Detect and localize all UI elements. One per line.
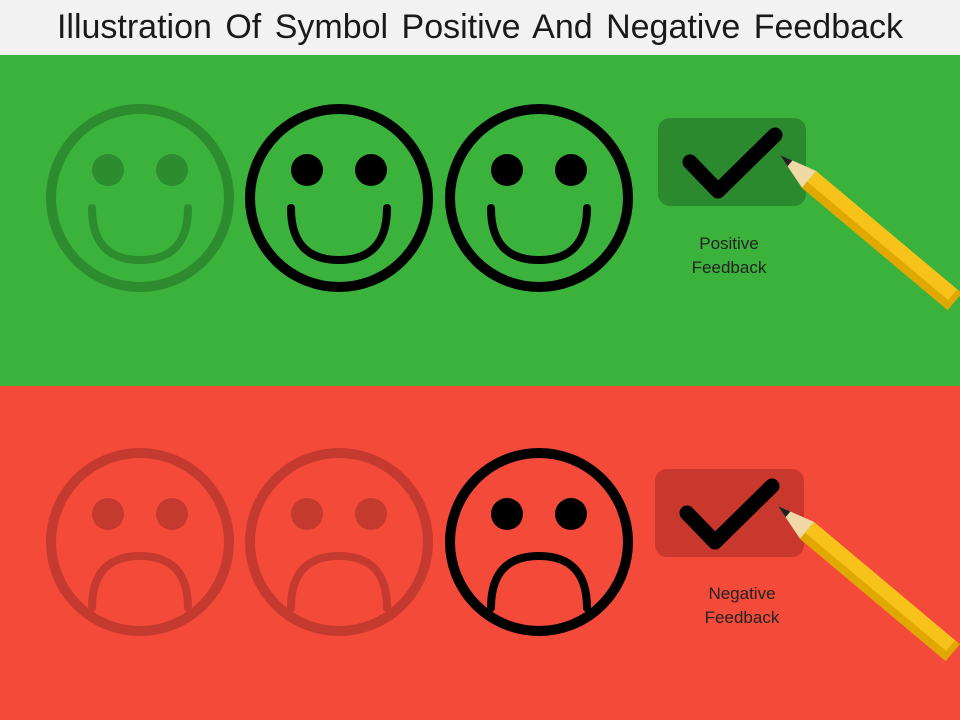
- negative-feedback-caption: Negative Feedback: [682, 582, 802, 630]
- positive-feedback-caption: Positive Feedback: [670, 232, 788, 280]
- negative-caption-line1: Negative: [708, 584, 776, 603]
- sad-face-icon: [245, 448, 433, 636]
- smiley-face-icon: [445, 104, 633, 292]
- positive-caption-line2: Feedback: [691, 258, 767, 277]
- smiley-face-icon: [46, 104, 234, 292]
- negative-feedback-graphic: [0, 386, 960, 720]
- positive-feedback-graphic: [0, 55, 960, 386]
- positive-feedback-panel: Positive Feedback: [0, 55, 960, 386]
- sad-face-icon: [46, 448, 234, 636]
- smiley-face-icon: [245, 104, 433, 292]
- negative-caption-line2: Feedback: [704, 608, 780, 627]
- pencil-icon: [778, 506, 960, 661]
- checkmark-icon: [682, 127, 783, 199]
- checkbox-icon: [658, 118, 806, 206]
- title-bar: Illustration Of Symbol Positive And Nega…: [0, 0, 960, 55]
- positive-caption-line1: Positive: [699, 234, 759, 253]
- checkmark-icon: [679, 478, 780, 550]
- pencil-icon: [780, 155, 960, 310]
- negative-feedback-panel: Negative Feedback: [0, 386, 960, 720]
- sad-face-icon: [445, 448, 633, 636]
- page-title: Illustration Of Symbol Positive And Nega…: [56, 8, 904, 46]
- checkbox-icon: [655, 469, 804, 557]
